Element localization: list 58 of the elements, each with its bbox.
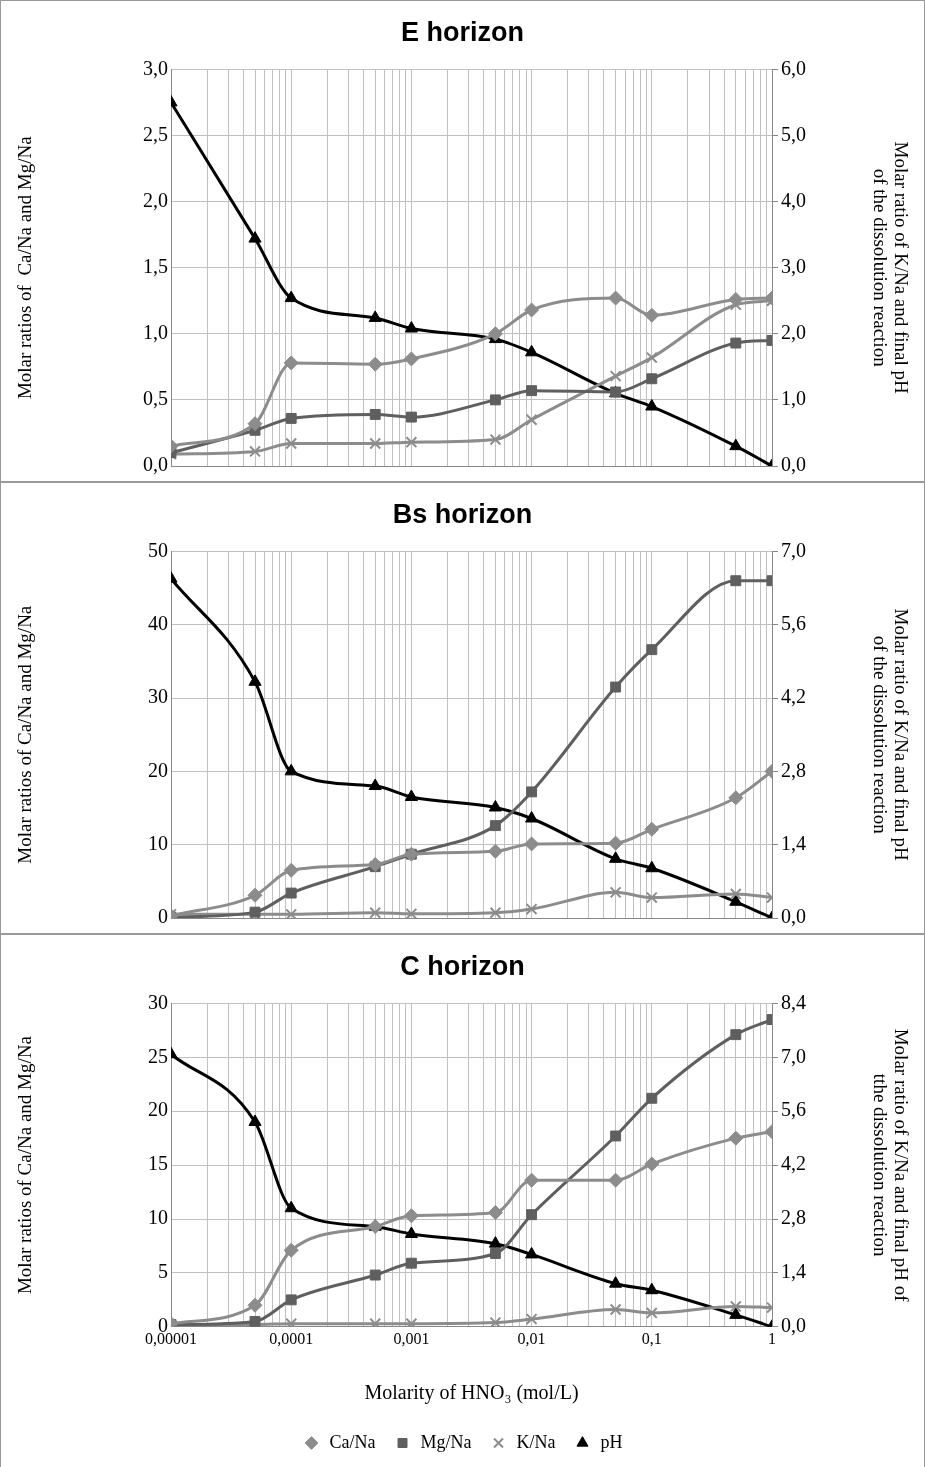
y-tick-label: 3,0 — [143, 56, 168, 79]
y2-tick-label: 1,0 — [781, 387, 806, 410]
y2-tick-label: 6,0 — [781, 56, 806, 79]
y-tick-label: 2,5 — [143, 122, 168, 145]
y-tick-label: 0 — [158, 905, 168, 928]
y-tick-label: 25 — [148, 1044, 168, 1067]
chart-title: C horizon — [400, 950, 525, 981]
x-axis-title: Molarity of HNO₃ (mol/L) — [364, 1381, 579, 1405]
y2-tick-label: 4,2 — [781, 1152, 806, 1175]
legend-label: Mg/Na — [420, 1431, 472, 1452]
y2-tick-label: 2,8 — [781, 758, 806, 781]
y2-tick-label: 4,2 — [781, 685, 806, 708]
y-axis-title: Molar ratios of Ca/Na and Mg/Na — [14, 1035, 36, 1295]
y2-tick-label: 0,0 — [781, 905, 806, 928]
y-tick-label: 15 — [148, 1152, 168, 1175]
y-tick-label: 10 — [148, 831, 168, 854]
chart-title: E horizon — [401, 16, 524, 47]
y2-axis-title: Molar ratio of K/Na and final pH of the dissolution reaction — [869, 608, 912, 862]
y2-tick-label: 5,6 — [781, 1098, 806, 1121]
y2-tick-label: 0,0 — [781, 453, 806, 476]
y2-axis-title: Molar ratio of K/Na and final pH of tthe dissolution reaction — [869, 1028, 912, 1303]
y-tick-label: 5 — [158, 1260, 168, 1283]
y2-axis-title: Molar ratio of K/Na and final pH of the dissolution reaction — [869, 141, 912, 395]
y-axis-title: Molar ratios of Ca/Na and Mg/Na — [14, 135, 36, 400]
legend-label: Ca/Na — [329, 1431, 376, 1452]
y-tick-label: 2,0 — [143, 188, 168, 211]
y-tick-label: 30 — [148, 990, 168, 1013]
y-tick-label: 20 — [148, 758, 168, 781]
y-tick-label: 20 — [148, 1098, 168, 1121]
y2-tick-label: 4,0 — [781, 188, 806, 211]
y-tick-label: 40 — [148, 611, 168, 634]
y-tick-label: 0,5 — [143, 387, 168, 410]
y-tick-label: 1,5 — [143, 254, 168, 277]
y2-tick-label: 7,0 — [781, 1044, 806, 1067]
y2-tick-label: 3,0 — [781, 254, 806, 277]
x-tick-label: 0,0001 — [269, 1329, 314, 1347]
y2-tick-label: 2,8 — [781, 1206, 806, 1229]
chart-title: Bs horizon — [392, 498, 533, 529]
y2-tick-label: 0,0 — [781, 1314, 806, 1337]
y2-tick-label: 1,4 — [781, 1260, 806, 1283]
y2-tick-label: 8,4 — [781, 990, 806, 1013]
y-tick-label: 10 — [148, 1206, 168, 1229]
legend-label: pH — [600, 1431, 623, 1452]
x-tick-label: 0,001 — [393, 1329, 430, 1347]
x-tick-label: 0,1 — [641, 1329, 662, 1347]
y-tick-label: 50 — [148, 538, 168, 561]
y-tick-label: 0,0 — [143, 453, 168, 476]
legend-label: K/Na — [516, 1431, 556, 1452]
y-tick-label: 30 — [148, 685, 168, 708]
y2-tick-label: 5,6 — [781, 611, 806, 634]
y2-tick-label: 1,4 — [781, 831, 806, 854]
y-tick-label: 1,0 — [143, 321, 168, 344]
x-tick-label: 0,01 — [517, 1329, 546, 1347]
y2-tick-label: 5,0 — [781, 122, 806, 145]
y2-tick-label: 7,0 — [781, 538, 806, 561]
x-tick-label: 1 — [768, 1329, 776, 1347]
y-axis-title: Molar ratios of Ca/Na and Mg/Na — [14, 605, 36, 864]
y2-tick-label: 2,0 — [781, 321, 806, 344]
